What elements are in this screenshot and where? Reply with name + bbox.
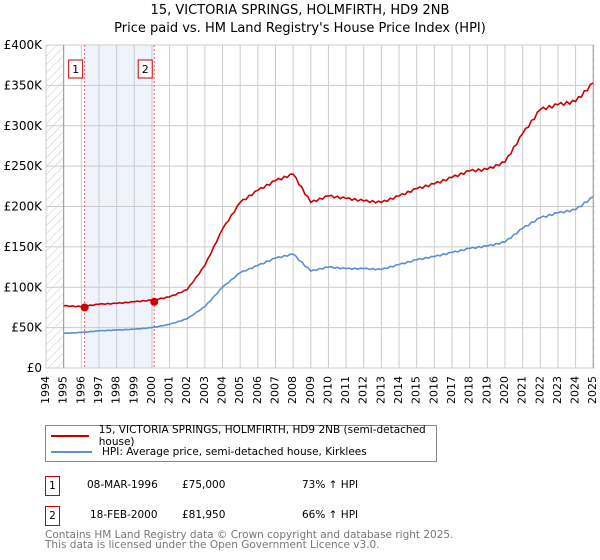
- x-tick-label: 2001: [163, 376, 176, 404]
- y-tick-label: £300K: [4, 119, 44, 133]
- sale-price: £81,950: [182, 509, 226, 521]
- x-tick-label: 2016: [427, 376, 440, 404]
- x-tick-label: 1995: [57, 376, 70, 404]
- sale-number-badge: 1: [45, 476, 60, 496]
- sale-date: 08-MAR-1996: [87, 479, 158, 491]
- sale-badge: [137, 59, 153, 79]
- sale-badge-label: 1: [72, 63, 79, 76]
- x-tick-label: 2024: [569, 376, 582, 404]
- x-tick-label: 2007: [268, 376, 281, 404]
- x-tick-label: 2013: [374, 376, 387, 404]
- sale-price: £75,000: [182, 479, 226, 491]
- x-tick-label: 2023: [551, 376, 564, 404]
- hpi-line: [63, 196, 594, 335]
- x-tick-label: 1996: [74, 376, 87, 404]
- sale-point: [150, 297, 159, 306]
- x-tick-label: 2022: [533, 376, 546, 404]
- x-tick-label: 2004: [216, 376, 229, 404]
- y-tick-label: £150K: [4, 240, 44, 254]
- x-tick-label: 2000: [145, 376, 158, 404]
- x-tick-label: 2002: [180, 376, 193, 404]
- footer-line-2: This data is licensed under the Open Gov…: [45, 539, 380, 551]
- x-tick-label: 1997: [92, 376, 105, 404]
- sale-hpi-change: 66% ↑ HPI: [302, 509, 359, 521]
- x-tick-label: 2008: [286, 376, 299, 404]
- sale-row: 2 18-FEB-2000 £81,950 66% ↑ HPI: [45, 506, 465, 526]
- y-tick-label: £200K: [4, 200, 44, 214]
- sale-point: [80, 303, 89, 312]
- legend-item-property: 15, VICTORIA SPRINGS, HOLMFIRTH, HD9 2NB…: [46, 424, 436, 448]
- sale-number-badge: 2: [45, 506, 60, 526]
- sale-row: 1 08-MAR-1996 £75,000 73% ↑ HPI: [45, 476, 465, 496]
- x-tick-label: 2025: [586, 376, 599, 404]
- x-tick-label: 2019: [480, 376, 493, 404]
- x-tick-label: 2011: [339, 376, 352, 404]
- price-chart: 1994 1995 1996 1997 1998 1999 2000 2001 2002 2003…: [4, 38, 600, 404]
- legend-swatch-property: [51, 435, 89, 437]
- x-tick-label: 2018: [463, 376, 476, 404]
- x-tick-label: 2020: [498, 376, 511, 404]
- sale-badge: [68, 59, 84, 79]
- legend-label-property: 15, VICTORIA SPRINGS, HOLMFIRTH, HD9 2NB…: [98, 424, 426, 448]
- y-tick-label: £350K: [4, 78, 44, 92]
- x-tick-label: 2017: [445, 376, 458, 404]
- x-tick-label: 2021: [516, 376, 529, 404]
- footer-line-1: Contains HM Land Registry data © Crown c…: [45, 529, 454, 541]
- x-tick-label: 1994: [39, 376, 52, 404]
- y-tick-label: £250K: [4, 159, 44, 173]
- legend-label-hpi: HPI: Average price, semi-detached house,…: [102, 446, 367, 458]
- y-tick-label: £400K: [4, 38, 44, 52]
- y-tick-label: £100K: [4, 280, 44, 294]
- sale-hpi-change: 73% ↑ HPI: [302, 479, 359, 491]
- x-tick-label: 2010: [321, 376, 334, 404]
- legend: 15, VICTORIA SPRINGS, HOLMFIRTH, HD9 2NB…: [45, 424, 437, 462]
- y-tick-label: £50K: [11, 321, 43, 335]
- x-tick-label: 2006: [251, 376, 264, 404]
- legend-swatch-hpi: [51, 451, 92, 453]
- x-tick-label: 1999: [127, 376, 140, 404]
- x-tick-label: 1998: [110, 376, 123, 404]
- sale-date: 18-FEB-2000: [90, 509, 158, 521]
- y-tick-label: £0: [27, 361, 42, 375]
- x-tick-label: 2015: [410, 376, 423, 404]
- x-tick-label: 2005: [233, 376, 246, 404]
- x-tick-label: 2009: [304, 376, 317, 404]
- x-tick-label: 2003: [198, 376, 211, 404]
- legend-item-hpi: HPI: Average price, semi-detached house,…: [46, 444, 367, 460]
- x-tick-label: 2014: [392, 376, 405, 404]
- x-tick-label: 2012: [357, 376, 370, 404]
- copyright-footer: Contains HM Land Registry data © Crown c…: [45, 529, 454, 551]
- chart-subtitle: Price paid vs. HM Land Registry's House …: [114, 21, 486, 36]
- sale-badge-label: 2: [142, 63, 149, 76]
- chart-title: 15, VICTORIA SPRINGS, HOLMFIRTH, HD9 2NB: [150, 3, 450, 18]
